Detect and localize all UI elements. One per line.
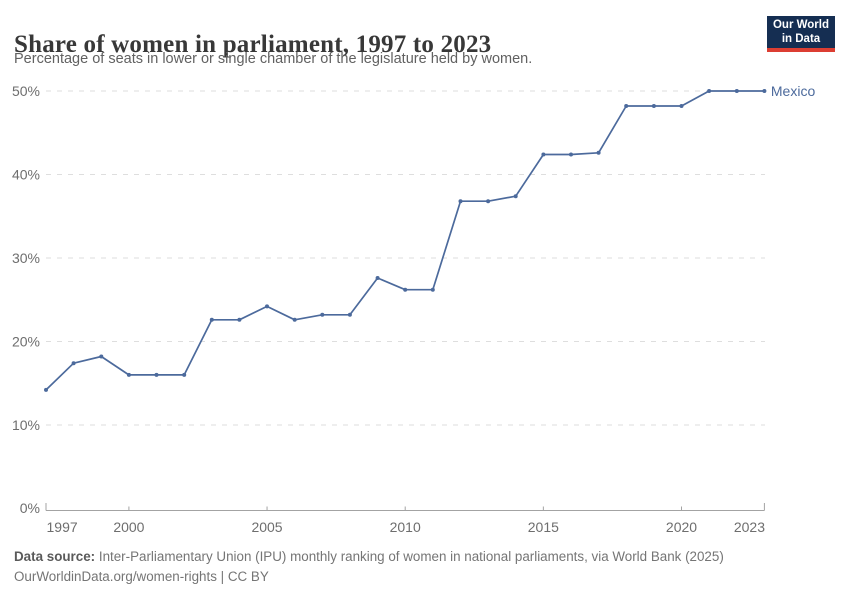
owid-logo-box: Our World in Data (767, 16, 835, 48)
x-tick-label: 1997 (47, 519, 78, 535)
data-point (430, 287, 435, 292)
x-tick-label: 2020 (666, 519, 697, 535)
owid-logo-accent (767, 48, 835, 52)
y-tick-label: 50% (12, 83, 40, 99)
data-point (347, 312, 352, 317)
data-source-line: Data source: Inter-Parliamentary Union (… (14, 547, 834, 567)
data-point (403, 287, 408, 292)
y-tick-label: 30% (12, 250, 40, 266)
data-point (292, 317, 297, 322)
data-point (182, 372, 187, 377)
owid-logo-line2: in Data (781, 32, 821, 45)
data-point (237, 317, 242, 322)
data-point (679, 104, 684, 108)
owid-logo-line1: Our World (772, 19, 829, 31)
x-tick-label: 2023 (734, 519, 765, 535)
chart-footer: Data source: Inter-Parliamentary Union (… (14, 547, 834, 586)
chart-title: Share of women in parliament, 1997 to 20… (14, 30, 492, 58)
data-point (44, 387, 48, 392)
data-line-mexico (45, 90, 766, 391)
data-point (569, 152, 573, 157)
data-point (541, 152, 546, 157)
data-point (209, 317, 214, 322)
y-tick-label: 10% (12, 417, 40, 433)
data-point (375, 276, 380, 280)
data-point (624, 104, 629, 108)
owid-logo: Our World in Data (767, 16, 835, 52)
data-source-text: Inter-Parliamentary Union (IPU) monthly … (95, 549, 724, 564)
data-point (458, 199, 463, 204)
data-point (513, 194, 518, 199)
data-point (734, 89, 739, 93)
data-point (596, 150, 601, 155)
data-point (707, 89, 712, 93)
y-tick-label: 20% (12, 334, 40, 350)
data-point (651, 104, 656, 108)
data-point (126, 372, 131, 377)
series-end-label-mexico: Mexico (771, 83, 816, 99)
license-line: OurWorldinData.org/women-rights | CC BY (14, 568, 269, 584)
y-tick-label: 40% (12, 167, 40, 183)
data-point (265, 304, 269, 309)
data-point (320, 312, 325, 317)
x-tick-label: 2000 (113, 519, 144, 535)
data-point (762, 89, 767, 93)
data-point (99, 354, 104, 359)
data-point (486, 199, 491, 204)
data-source-label: Data source: (14, 549, 96, 564)
data-point (71, 361, 76, 366)
y-tick-label: 0% (20, 500, 40, 516)
data-point (154, 372, 159, 377)
x-tick-label: 2005 (251, 519, 282, 535)
x-tick-label: 2010 (390, 519, 421, 535)
chart-subtitle: Percentage of seats in lower or single c… (14, 51, 533, 67)
x-tick-label: 2015 (528, 519, 559, 535)
